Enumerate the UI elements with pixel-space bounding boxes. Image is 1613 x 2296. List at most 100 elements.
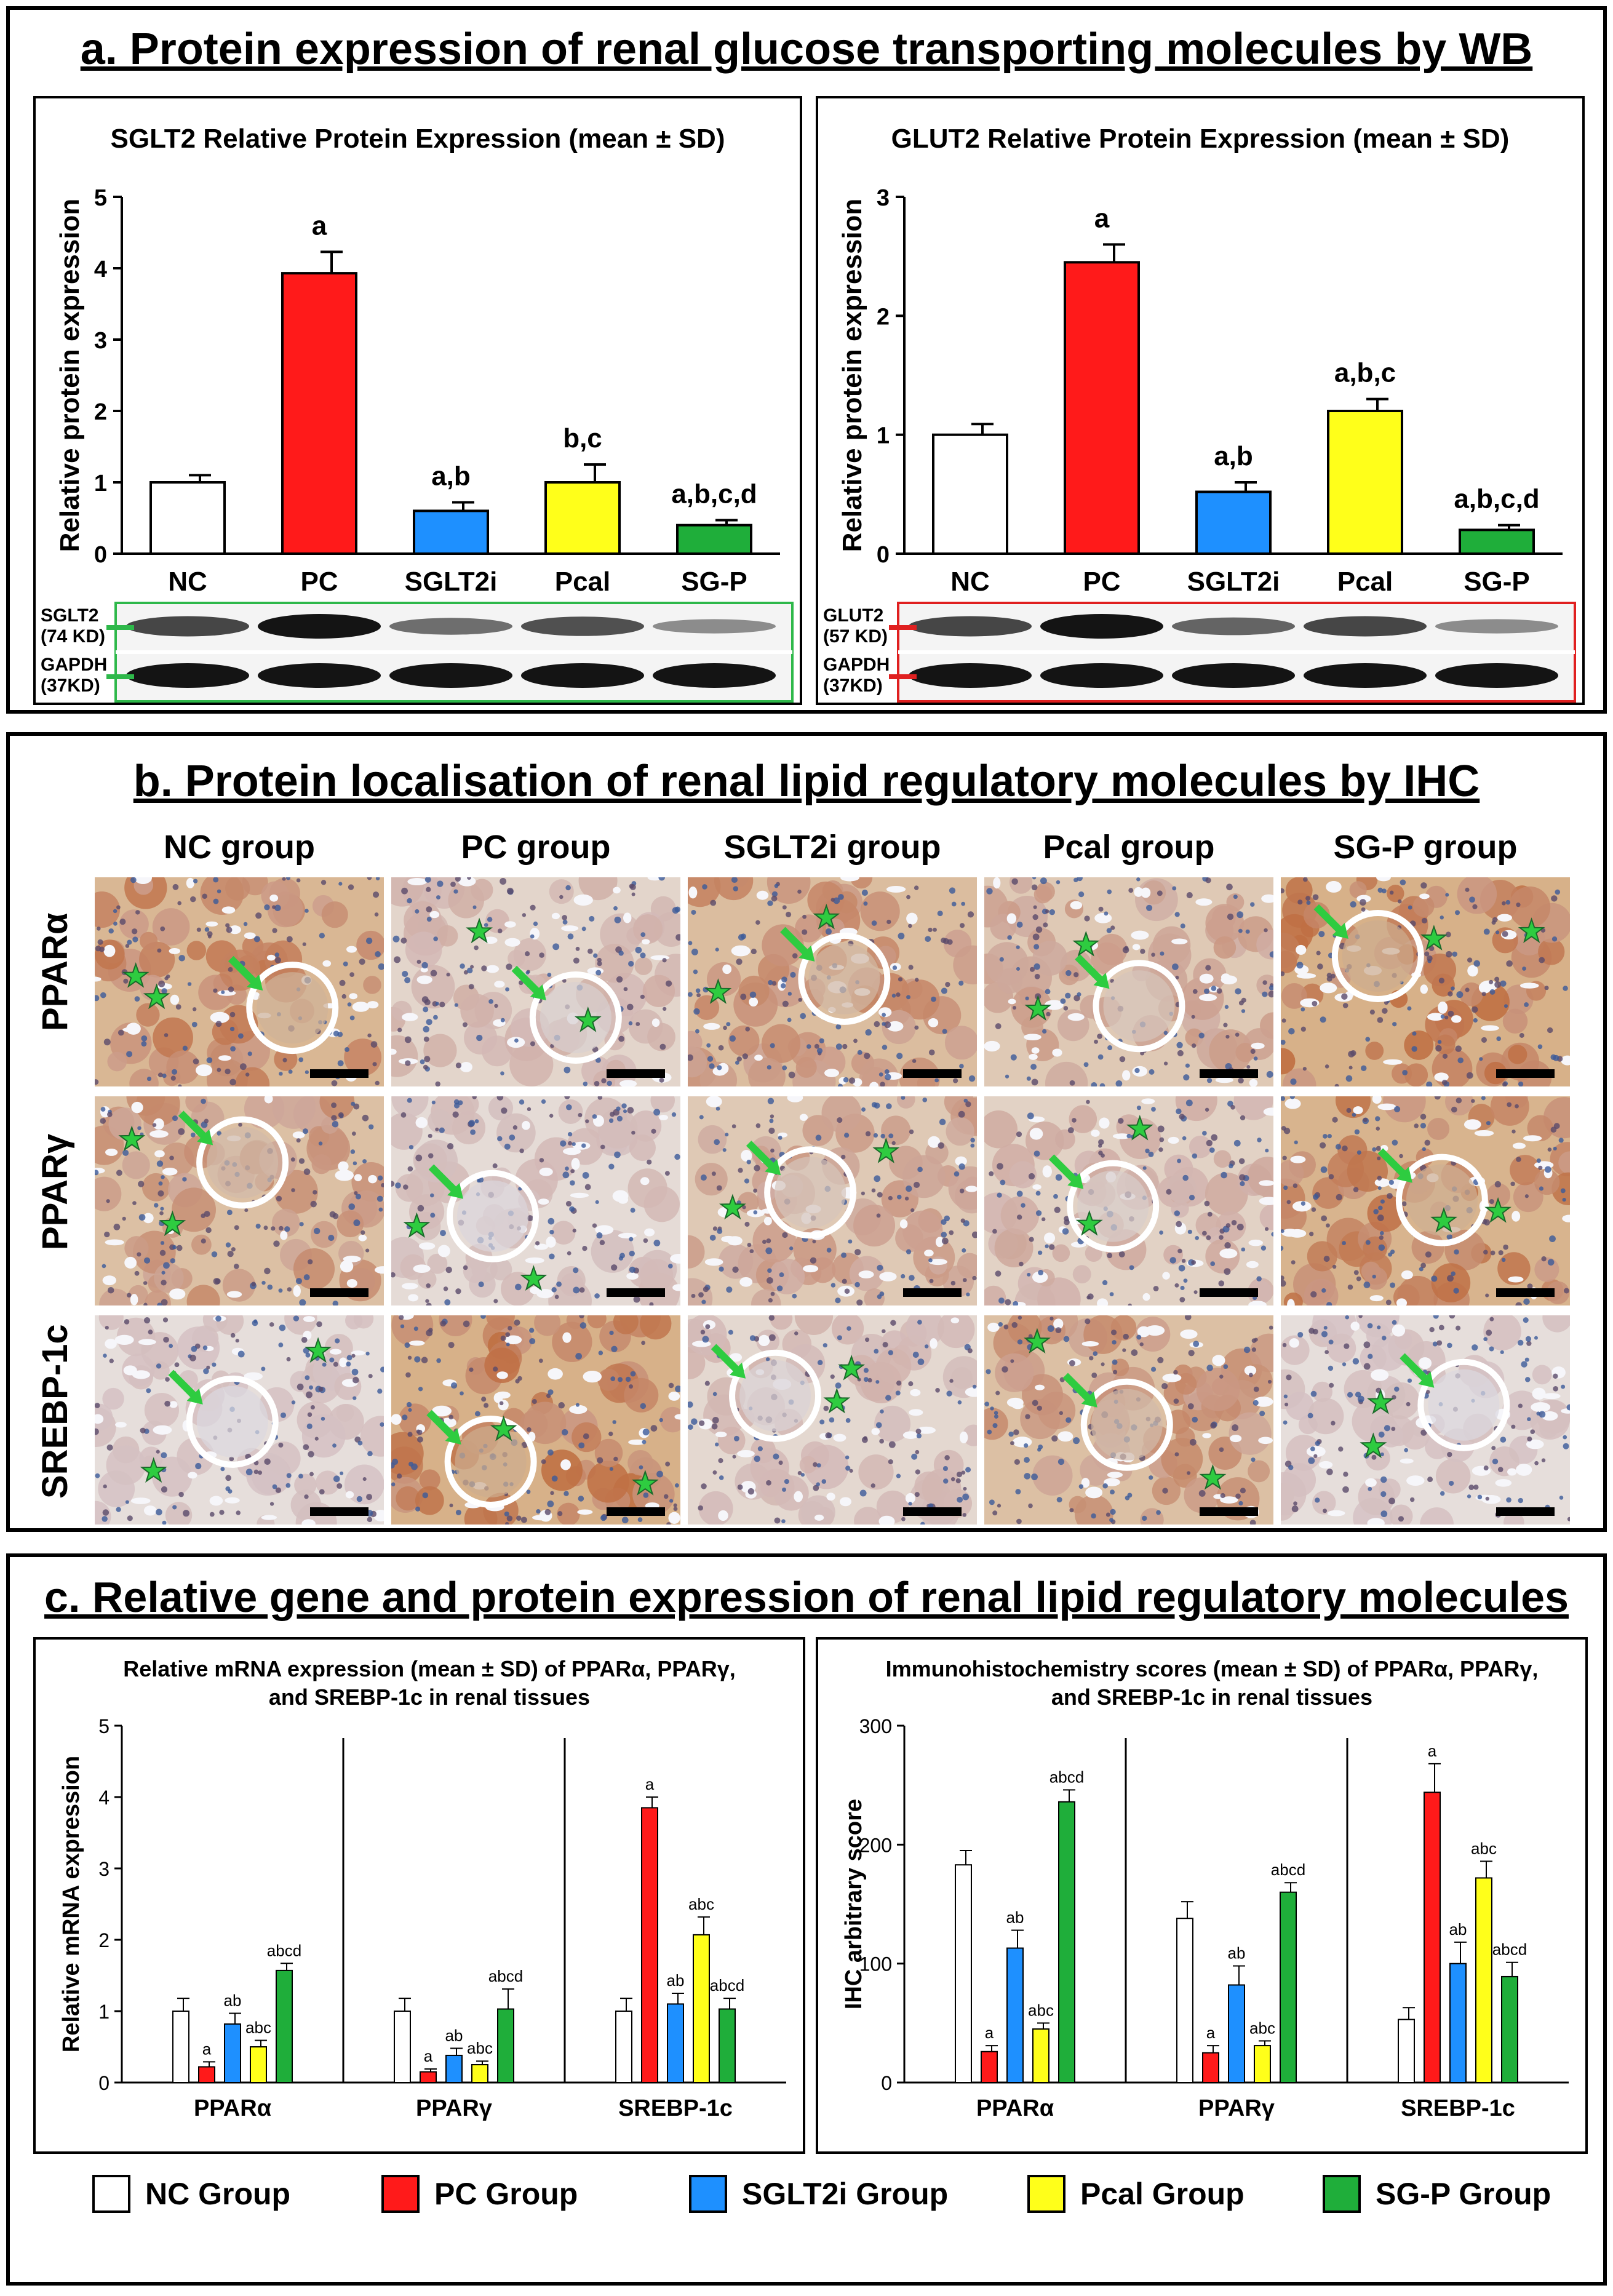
blot-label-target: SGLT2 — [41, 605, 98, 626]
nucleus — [703, 1286, 709, 1293]
lumen — [910, 1389, 921, 1397]
nucleus — [656, 1470, 663, 1478]
blot-band-target — [521, 616, 644, 636]
lumen — [391, 1048, 397, 1055]
bowman-capsule — [1331, 909, 1424, 1002]
nucleus — [995, 1023, 1002, 1029]
nucleus — [1380, 1199, 1385, 1204]
lumen — [124, 1256, 137, 1269]
bar-SG-P Group-SREBP-1c — [719, 2008, 736, 2084]
nucleus — [942, 1029, 947, 1034]
nucleus — [439, 1002, 445, 1008]
tubule — [587, 1461, 629, 1503]
nucleus — [285, 877, 291, 880]
nucleus — [1251, 1347, 1257, 1352]
nucleus — [1539, 1411, 1546, 1418]
tubule — [122, 1151, 150, 1179]
glomerulus — [739, 1360, 811, 1432]
nucleus — [1016, 1518, 1022, 1525]
nucleus — [967, 1348, 973, 1353]
nucleus — [146, 1076, 152, 1082]
blot-band-gapdh — [126, 663, 249, 688]
lumen — [418, 1242, 436, 1250]
nucleus — [1354, 1129, 1360, 1134]
nucleus — [415, 1154, 423, 1162]
lumen — [987, 1322, 1000, 1333]
lumen — [1464, 1119, 1481, 1130]
ihc-column-header: NC group — [164, 829, 315, 866]
nucleus — [621, 1517, 629, 1524]
nucleus — [146, 1388, 151, 1393]
significance-label: a,b,c,d — [671, 479, 757, 509]
nucleus — [640, 1403, 647, 1409]
nucleus — [514, 1319, 520, 1326]
nucleus — [770, 1291, 775, 1296]
nucleus — [213, 988, 218, 993]
nucleus — [794, 1331, 799, 1336]
y-tick-label: 4 — [98, 1787, 110, 1809]
lumen — [154, 1150, 165, 1158]
glomerulus — [455, 1425, 527, 1497]
lumen — [525, 1257, 544, 1264]
tubule — [344, 1038, 382, 1076]
x-tick-label: SGLT2i — [405, 567, 498, 597]
nucleus — [424, 999, 431, 1006]
bowman-capsule — [729, 1349, 822, 1442]
nucleus — [102, 1264, 106, 1269]
nucleus — [1225, 1223, 1231, 1228]
nucleus — [845, 1465, 851, 1471]
nucleus — [915, 1429, 922, 1434]
nucleus — [702, 884, 707, 890]
ihc-micrograph — [688, 877, 977, 1086]
nucleus — [1388, 1179, 1394, 1185]
nucleus — [768, 980, 773, 986]
nucleus — [1035, 1190, 1041, 1196]
nucleus — [961, 1470, 966, 1475]
nucleus — [788, 1071, 795, 1078]
significance-label: a,b — [431, 461, 471, 491]
nucleus — [1467, 957, 1473, 963]
nucleus — [782, 1232, 788, 1238]
nucleus — [1089, 1356, 1094, 1361]
blot-band-gapdh — [1435, 663, 1558, 688]
nucleus — [583, 1433, 589, 1440]
nucleus — [426, 1283, 431, 1288]
nucleus — [127, 939, 132, 945]
nucleus — [1073, 972, 1079, 978]
nucleus — [1150, 1366, 1157, 1372]
nucleus — [963, 1098, 968, 1103]
x-tick-label: PPARα — [976, 2095, 1054, 2121]
lumen — [1042, 1165, 1052, 1178]
nucleus — [113, 1224, 121, 1230]
nucleus — [995, 1270, 1002, 1277]
nucleus — [497, 928, 503, 934]
nucleus — [1390, 1282, 1396, 1288]
nucleus — [888, 1133, 894, 1139]
nucleus — [253, 1319, 258, 1323]
nucleus — [861, 1191, 866, 1195]
nucleus — [293, 1315, 300, 1321]
nucleus — [1506, 960, 1513, 967]
panel-c-title: c. Relative gene and protein expression … — [44, 1573, 1569, 1621]
nucleus — [856, 1299, 863, 1305]
nucleus — [844, 1133, 850, 1138]
tubule — [807, 881, 845, 919]
nucleus — [1072, 1118, 1077, 1123]
nucleus — [715, 947, 719, 952]
tubule — [186, 1285, 220, 1305]
lumen — [1350, 1321, 1360, 1331]
nucleus — [357, 1440, 363, 1446]
nucleus — [1553, 1054, 1559, 1061]
nucleus — [231, 1247, 236, 1252]
lumen — [303, 1316, 316, 1322]
nucleus — [1483, 1250, 1488, 1255]
nucleus — [351, 1368, 359, 1376]
nucleus — [1282, 1342, 1287, 1347]
nucleus — [746, 1160, 751, 1165]
blot-band-target — [258, 614, 381, 639]
lumen — [626, 1272, 639, 1280]
nucleus — [1128, 888, 1134, 893]
tubule — [1281, 1335, 1310, 1365]
tubule — [490, 1258, 512, 1281]
lumen — [401, 1283, 418, 1290]
